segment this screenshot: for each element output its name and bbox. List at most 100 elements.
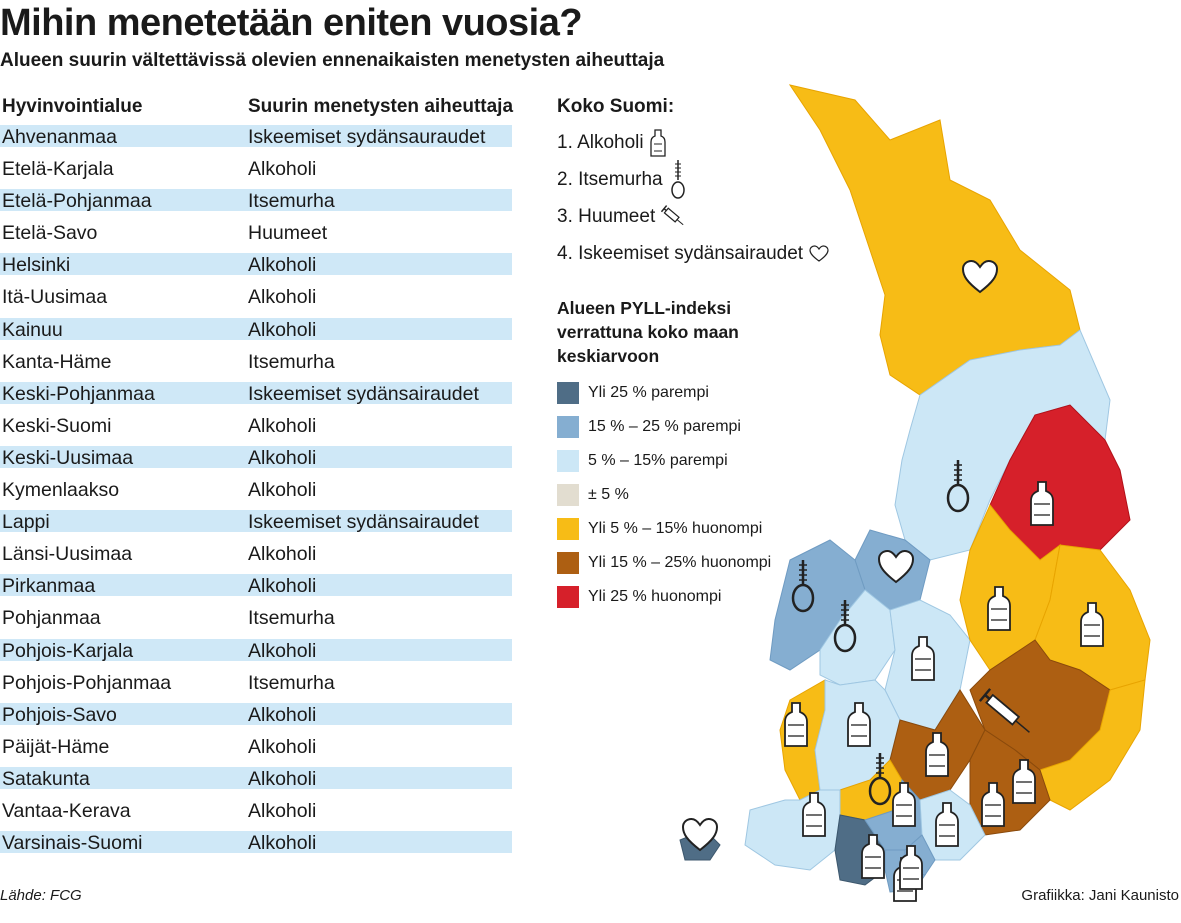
table-header: Hyvinvointialue Suurin menetysten aiheut… bbox=[0, 94, 514, 122]
legend-swatch bbox=[557, 518, 579, 540]
legend-label: Yli 25 % huonompi bbox=[588, 588, 722, 605]
table-row: Keski-Pohjanmaa Iskeemiset sydänsairaudet bbox=[0, 379, 512, 411]
cause-name: Alkoholi bbox=[248, 575, 317, 598]
table-row: Kanta-Häme Itsemurha bbox=[0, 347, 512, 379]
cause-name: Itsemurha bbox=[248, 350, 335, 373]
legend-entry: Yli 25 % huonompi bbox=[557, 580, 787, 614]
table-row: Kymenlaakso Alkoholi bbox=[0, 475, 512, 507]
region-name: Helsinki bbox=[2, 254, 71, 277]
cause-name: Alkoholi bbox=[248, 158, 317, 181]
region-name: Kainuu bbox=[2, 318, 63, 341]
legend-entry: 5 % – 15% parempi bbox=[557, 444, 787, 478]
cause-name: Alkoholi bbox=[248, 767, 317, 790]
column-header-cause: Suurin menetysten aiheuttaja bbox=[248, 96, 514, 117]
region-name: Itä-Uusimaa bbox=[2, 286, 108, 309]
cause-name: Alkoholi bbox=[248, 799, 317, 822]
finland-map bbox=[679, 84, 1151, 902]
legend-entry: ± 5 % bbox=[557, 478, 787, 512]
region-name: Etelä-Savo bbox=[2, 222, 98, 245]
bottle-icon bbox=[987, 586, 1011, 631]
region-name: Ahvenanmaa bbox=[2, 126, 117, 148]
legend-swatch bbox=[557, 450, 579, 472]
table-row: Lappi Iskeemiset sydänsairaudet bbox=[0, 507, 512, 539]
table-row: Helsinki Alkoholi bbox=[0, 250, 512, 282]
cause-name: Alkoholi bbox=[248, 286, 317, 309]
bottle-icon bbox=[899, 845, 923, 890]
noose-icon bbox=[791, 560, 815, 613]
legend-entry: 15 % – 25 % parempi bbox=[557, 410, 787, 444]
legend-swatch bbox=[557, 586, 579, 608]
cause-name: Alkoholi bbox=[248, 735, 317, 758]
cause-name: Alkoholi bbox=[248, 832, 317, 855]
legend-swatch bbox=[557, 552, 579, 574]
region-name: Etelä-Pohjanmaa bbox=[2, 190, 152, 213]
national-item-suicide: 2. Itsemurha bbox=[557, 159, 829, 199]
region-name: Päijät-Häme bbox=[2, 735, 110, 758]
region-name: Vantaa-Kerava bbox=[2, 799, 131, 822]
legend-label: 15 % – 25 % parempi bbox=[588, 418, 741, 435]
table-row: Päijät-Häme Alkoholi bbox=[0, 732, 512, 764]
national-item-alcohol: 1. Alkoholi bbox=[557, 124, 829, 161]
graphics-credit: Grafiikka: Jani Kaunisto bbox=[1021, 887, 1179, 904]
bottle-icon bbox=[981, 782, 1005, 827]
region-name: Länsi-Uusimaa bbox=[2, 543, 133, 566]
cause-name: Itsemurha bbox=[248, 190, 335, 213]
cause-name: Iskeemiset sydänsauraudet bbox=[248, 126, 486, 148]
national-item-label: 4. Iskeemiset sydänsairaudet bbox=[557, 243, 804, 264]
legend-entry: Yli 5 % – 15% huonompi bbox=[557, 512, 787, 546]
table-row: Varsinais-Suomi Alkoholi bbox=[0, 828, 512, 860]
cause-name: Alkoholi bbox=[248, 254, 317, 277]
cause-name: Alkoholi bbox=[248, 446, 317, 469]
pyll-legend-heading-1: Alueen PYLL-indeksi bbox=[557, 298, 732, 318]
legend-entry: Yli 15 % – 25% huonompi bbox=[557, 546, 787, 580]
heart-icon bbox=[809, 244, 829, 262]
region-name: Etelä-Karjala bbox=[2, 158, 114, 181]
source-note: Lähde: FCG bbox=[0, 887, 82, 904]
noose-icon bbox=[946, 460, 970, 513]
table-row: Pirkanmaa Alkoholi bbox=[0, 571, 512, 603]
table-body: Ahvenanmaa Iskeemiset sydänsauraudet Etelä… bbox=[0, 122, 512, 860]
bottle-icon bbox=[861, 834, 885, 879]
national-item-label: 3. Huumeet bbox=[557, 206, 656, 227]
pyll-legend: Alueen PYLL-indeksi verrattuna koko maan… bbox=[557, 296, 787, 614]
region-name: Kymenlaakso bbox=[2, 479, 120, 502]
cause-name: Alkoholi bbox=[248, 479, 317, 502]
bottle-icon bbox=[911, 636, 935, 681]
table-row: Pohjois-Karjala Alkoholi bbox=[0, 636, 512, 668]
table-row: Itä-Uusimaa Alkoholi bbox=[0, 282, 512, 314]
pyll-legend-heading-3: keskiarvoon bbox=[557, 346, 660, 366]
region-table: Hyvinvointialue Suurin menetysten aiheut… bbox=[0, 94, 514, 860]
region-name: Pohjois-Karjala bbox=[2, 639, 134, 662]
region-name: Keski-Pohjanmaa bbox=[2, 382, 155, 405]
cause-name: Alkoholi bbox=[248, 639, 317, 662]
legend-entry: Yli 25 % parempi bbox=[557, 376, 787, 410]
legend-label: Yli 5 % – 15% huonompi bbox=[588, 520, 763, 537]
noose-icon bbox=[670, 159, 685, 199]
region-name: Pirkanmaa bbox=[2, 575, 96, 598]
national-ranking-heading: Koko Suomi: bbox=[557, 96, 675, 117]
region-name: Pohjois-Pohjanmaa bbox=[2, 671, 172, 694]
legend-label: Yli 15 % – 25% huonompi bbox=[588, 554, 772, 571]
pyll-legend-swatches: Yli 25 % parempi 15 % – 25 % parempi 5 % –… bbox=[557, 376, 787, 614]
pyll-legend-heading-2: verrattuna koko maan bbox=[557, 322, 739, 342]
table-row: Pohjois-Pohjanmaa Itsemurha bbox=[0, 668, 512, 700]
bottle-icon bbox=[1080, 602, 1104, 647]
cause-name: Alkoholi bbox=[248, 318, 317, 341]
region-name: Pohjanmaa bbox=[2, 607, 101, 630]
table-row: Kainuu Alkoholi bbox=[0, 315, 512, 347]
map-icons bbox=[681, 259, 1104, 902]
bottle-icon bbox=[925, 732, 949, 777]
table-row: Länsi-Uusimaa Alkoholi bbox=[0, 539, 512, 571]
column-header-region: Hyvinvointialue bbox=[2, 96, 143, 117]
cause-name: Itsemurha bbox=[248, 671, 335, 694]
region-name: Lappi bbox=[2, 511, 50, 534]
cause-name: Huumeet bbox=[248, 222, 328, 245]
table-row: Etelä-Pohjanmaa Itsemurha bbox=[0, 186, 512, 218]
bottle-icon bbox=[935, 802, 959, 847]
table-row: Etelä-Karjala Alkoholi bbox=[0, 154, 512, 186]
cause-name: Iskeemiset sydänsairaudet bbox=[248, 511, 479, 534]
national-item-label: 2. Itsemurha bbox=[557, 169, 663, 190]
table-row: Etelä-Savo Huumeet bbox=[0, 218, 512, 250]
table-row: Pohjois-Savo Alkoholi bbox=[0, 700, 512, 732]
heart-icon bbox=[877, 549, 915, 584]
